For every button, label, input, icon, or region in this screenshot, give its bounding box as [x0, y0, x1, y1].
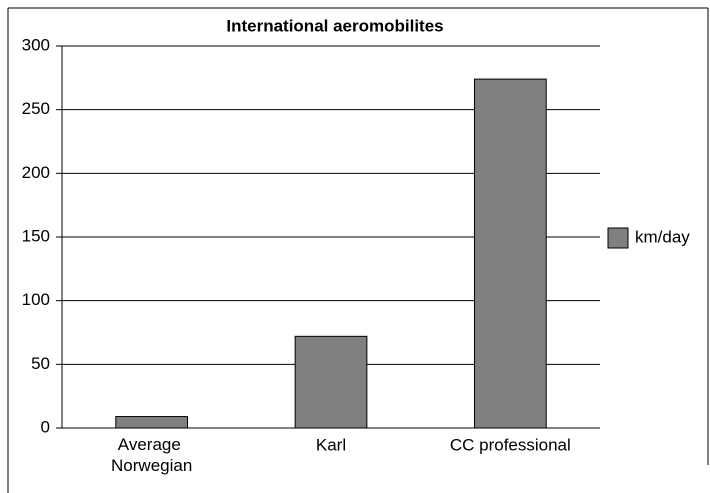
- y-tick-label: 0: [41, 417, 50, 436]
- legend-swatch: [607, 227, 629, 249]
- y-tick-label: 300: [22, 35, 50, 54]
- x-tick-label: Karl: [316, 435, 346, 454]
- y-tick-label: 100: [22, 290, 50, 309]
- y-tick-label: 50: [31, 354, 50, 373]
- bar: [115, 416, 189, 429]
- x-tick-label: Average Norwegian: [111, 435, 192, 475]
- bar: [473, 78, 547, 429]
- y-tick-label: 250: [22, 99, 50, 118]
- chart-title: International aeromobilites: [226, 16, 443, 35]
- legend-label: km/day: [635, 227, 690, 246]
- x-tick-label: CC professional: [450, 435, 571, 454]
- bar: [294, 335, 368, 429]
- y-tick-label: 150: [22, 226, 50, 245]
- y-tick-label: 200: [22, 163, 50, 182]
